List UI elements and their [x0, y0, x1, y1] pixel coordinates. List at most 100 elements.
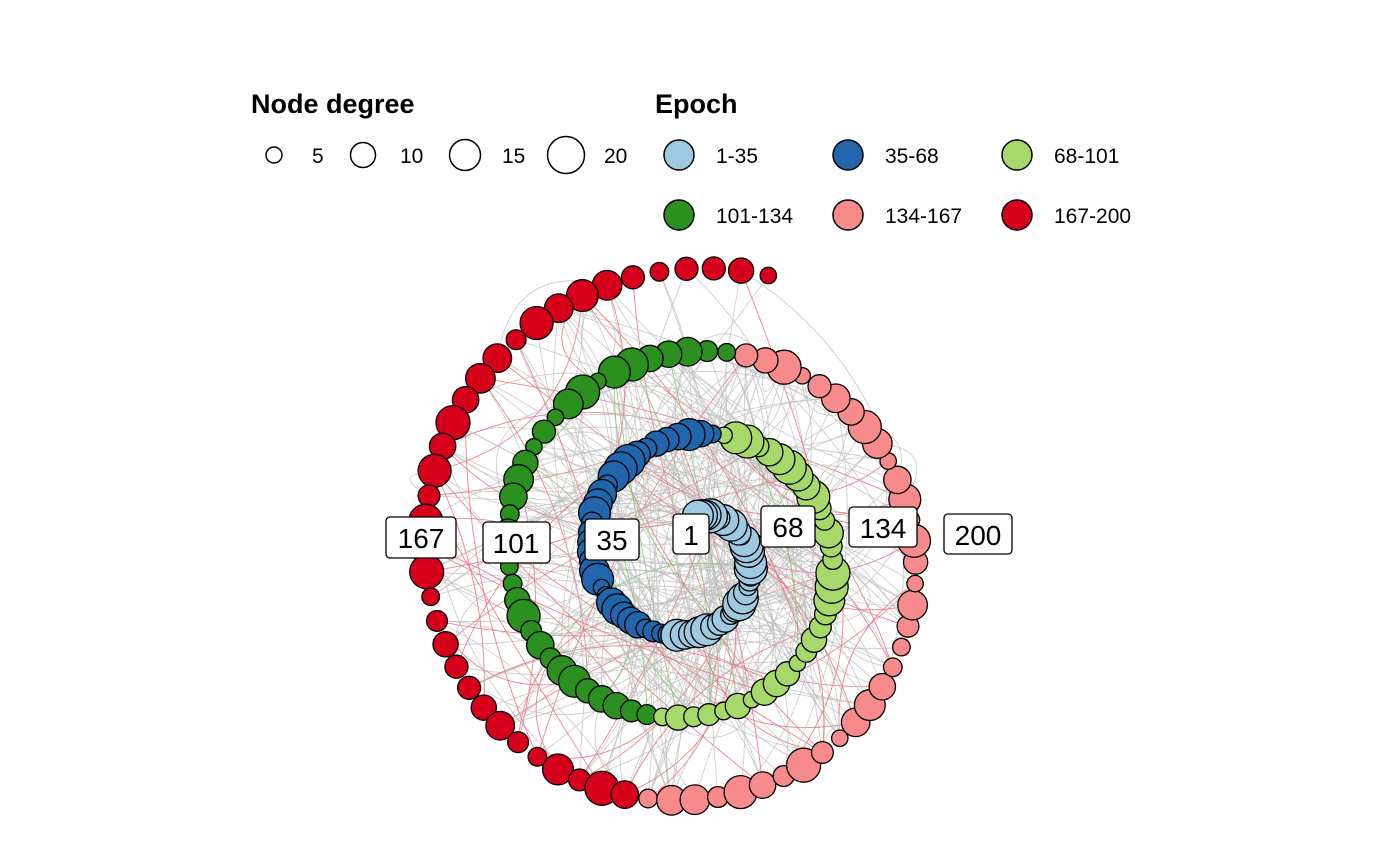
network-node [610, 780, 640, 809]
network-edge [664, 451, 770, 801]
legend-node-degree: Node degree 5 10 15 20 [251, 89, 627, 175]
network-edge [790, 476, 821, 628]
network-edge [464, 399, 538, 757]
network-node [734, 343, 759, 368]
network-edge [434, 470, 485, 708]
legend-epoch-label-1-35: 1-35 [716, 145, 758, 168]
network-node [519, 305, 554, 341]
network-node [421, 587, 441, 607]
network-nodes [408, 256, 932, 816]
network-edge [468, 645, 777, 689]
network-edge [567, 403, 724, 712]
network-node [456, 675, 482, 700]
legend-epoch-label-167-200: 167-200 [1054, 205, 1131, 228]
network-edge [613, 372, 720, 624]
network-edge [655, 355, 747, 717]
legend-degree-label-15: 15 [502, 145, 525, 168]
network-edge [468, 636, 807, 689]
network-node [425, 609, 449, 632]
network-node [432, 631, 459, 658]
legend-epoch: Epoch 1-35 35-68 68-101 101-134 134-167 … [655, 89, 1131, 231]
node-label-167: 167 [385, 516, 457, 559]
network-edge [540, 644, 870, 706]
network-edge [533, 446, 670, 635]
node-label-134-text: 134 [860, 513, 907, 544]
network-edge [509, 543, 833, 567]
legend-degree-label-10: 10 [400, 145, 423, 168]
network-edge [509, 475, 799, 515]
legend-degree-swatch-5 [265, 146, 283, 164]
network-edge [561, 355, 747, 671]
network-node [868, 672, 897, 701]
node-label-101: 101 [482, 521, 551, 564]
network-edge [624, 626, 821, 795]
node-label-200: 200 [943, 513, 1013, 555]
network-node [727, 257, 755, 284]
network-node [464, 362, 496, 394]
network-edge [424, 546, 765, 693]
node-label-101-text: 101 [493, 528, 540, 559]
network-node [748, 771, 777, 799]
legend-epoch-swatch-1-35 [663, 139, 695, 171]
network-node [883, 465, 912, 495]
legend-epoch-label-35-68: 35-68 [885, 145, 939, 168]
legend-epoch-label-101-134: 101-134 [716, 205, 793, 228]
node-label-1: 1 [672, 513, 710, 555]
node-label-68: 68 [760, 505, 816, 548]
legend-epoch-swatch-134-167 [832, 199, 864, 231]
network-edge [746, 441, 799, 664]
network-node [717, 342, 737, 362]
network-node [485, 710, 516, 741]
network-node [759, 266, 778, 285]
node-label-134: 134 [848, 506, 918, 548]
network-edge [533, 445, 759, 477]
network-node [638, 788, 659, 809]
legend-degree-label-20: 20 [604, 145, 627, 168]
network-node [470, 694, 498, 721]
network-edge [579, 545, 832, 781]
network-edge [525, 462, 695, 717]
node-label-35: 35 [584, 518, 640, 561]
network-edge [515, 339, 911, 521]
network-edge [637, 580, 821, 628]
node-label-1-text: 1 [683, 520, 699, 551]
network-edge [671, 351, 695, 801]
network-edge [424, 546, 632, 712]
legend-epoch-title: Epoch [655, 89, 738, 119]
network-edge [480, 378, 589, 691]
legend-degree-swatch-10 [349, 141, 377, 169]
legend-epoch-swatch-167-200 [1001, 199, 1033, 231]
legend-degree-swatch-20 [546, 135, 586, 175]
network-node [620, 265, 646, 290]
network-node [505, 329, 527, 351]
network-edge [582, 295, 807, 652]
node-label-167-text: 167 [398, 523, 445, 554]
legend-degree-label-5: 5 [312, 145, 324, 168]
network-node [701, 256, 726, 281]
network-edge [513, 496, 764, 786]
network-node [444, 654, 469, 679]
legend-epoch-label-134-167: 134-167 [885, 205, 962, 228]
node-label-35-text: 35 [596, 525, 627, 556]
network-node [649, 261, 670, 282]
network-node [482, 343, 513, 374]
network-node [882, 657, 903, 678]
network-node [810, 740, 834, 765]
network-edge [703, 360, 766, 624]
network-node [897, 589, 929, 621]
legend-epoch-label-68-101: 68-101 [1054, 145, 1119, 168]
node-label-68-text: 68 [772, 512, 803, 543]
network-node [531, 419, 557, 444]
network-node [830, 729, 849, 748]
network-node [546, 408, 565, 427]
network-node [906, 574, 924, 593]
network-node [409, 554, 445, 590]
network-node [541, 753, 575, 786]
network-edge [426, 571, 696, 800]
network-edge [430, 502, 707, 597]
network-node [417, 484, 441, 508]
network-node [891, 637, 911, 657]
network-node [674, 256, 699, 281]
legend-epoch-swatch-68-101 [1001, 139, 1033, 171]
